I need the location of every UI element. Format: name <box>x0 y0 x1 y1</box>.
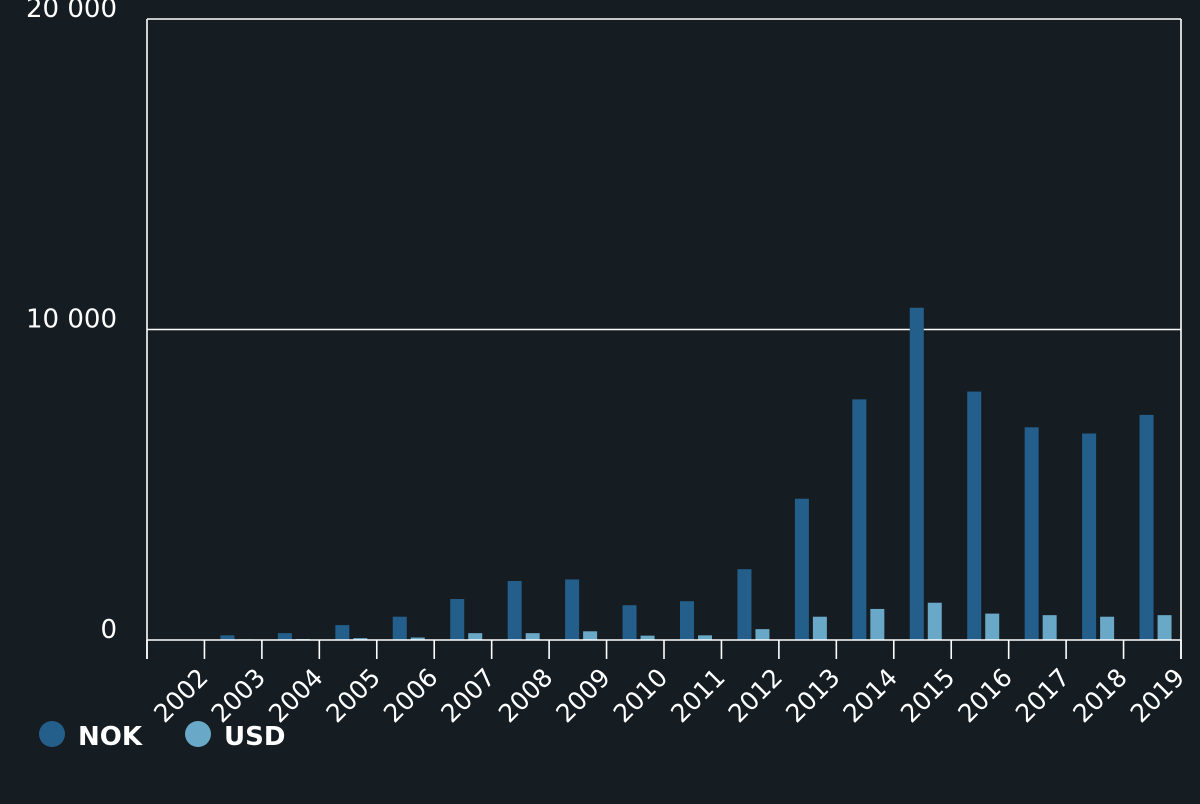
legend-label-nok: NOK <box>78 722 143 752</box>
bar-usd-2006 <box>410 637 425 640</box>
x-tick-label: 2009 <box>550 663 615 728</box>
bar-nok-2009 <box>565 579 580 640</box>
y-tick-label: 10 000 <box>26 305 117 335</box>
bar-usd-2013 <box>812 616 827 640</box>
bar-nok-2008 <box>507 581 522 640</box>
bar-nok-2003 <box>220 635 235 640</box>
x-tick-label: 2006 <box>378 663 443 728</box>
bar-nok-2006 <box>392 616 407 640</box>
bar-nok-2013 <box>794 498 809 640</box>
bar-usd-2010 <box>640 635 655 640</box>
x-tick-label: 2017 <box>1010 663 1075 728</box>
bar-nok-2005 <box>335 625 350 640</box>
x-tick-label: 2012 <box>723 663 788 728</box>
bar-nok-2010 <box>622 605 637 640</box>
x-tick-label: 2014 <box>838 663 903 728</box>
bar-nok-2011 <box>680 601 694 640</box>
bar-usd-2008 <box>525 633 540 640</box>
bar-usd-2015 <box>927 602 942 640</box>
gridlines <box>147 18 1181 331</box>
bar-nok-2004 <box>277 633 292 640</box>
legend: NOK USD <box>39 721 285 752</box>
legend-marker-usd <box>185 721 211 747</box>
x-tick-label: 2002 <box>148 663 213 728</box>
x-tick-label: 2005 <box>321 663 386 728</box>
bar-nok-2014 <box>852 399 867 640</box>
bar-usd-2014 <box>870 608 885 640</box>
bar-usd-2009 <box>583 631 598 640</box>
x-tick-label: 2010 <box>608 663 673 728</box>
y-tick-label: 0 <box>100 615 117 645</box>
x-tick-label: 2016 <box>952 663 1017 728</box>
bar-usd-2019 <box>1157 615 1172 640</box>
bar-usd-2011 <box>698 635 712 640</box>
bar-usd-2007 <box>468 633 483 640</box>
legend-marker-nok <box>39 721 65 747</box>
bar-nok-2018 <box>1082 433 1097 640</box>
bar-nok-2012 <box>737 569 752 640</box>
bar-nok-2017 <box>1024 427 1039 640</box>
x-tick-label: 2019 <box>1125 663 1190 728</box>
bar-nok-2019 <box>1139 414 1154 640</box>
x-tick-label: 2015 <box>895 663 960 728</box>
x-tick-label: 2007 <box>435 663 500 728</box>
bars <box>220 307 1172 640</box>
bar-usd-2017 <box>1042 615 1057 640</box>
bar-nok-2007 <box>450 599 465 640</box>
bar-nok-2015 <box>909 307 924 640</box>
x-tick-label: 2008 <box>493 663 558 728</box>
bar-usd-2005 <box>353 638 368 640</box>
x-tick-label: 2013 <box>780 663 845 728</box>
y-tick-label: 20 000 <box>26 0 117 24</box>
x-tick-label: 2003 <box>206 663 271 728</box>
bar-usd-2018 <box>1100 616 1115 640</box>
x-tick-label: 2004 <box>263 663 328 728</box>
legend-label-usd: USD <box>224 722 285 752</box>
bar-usd-2016 <box>985 613 1000 640</box>
x-tick-label: 2011 <box>665 663 730 728</box>
x-tick-label: 2018 <box>1067 663 1132 728</box>
bar-nok-2016 <box>967 391 982 640</box>
bar-usd-2012 <box>755 629 770 640</box>
